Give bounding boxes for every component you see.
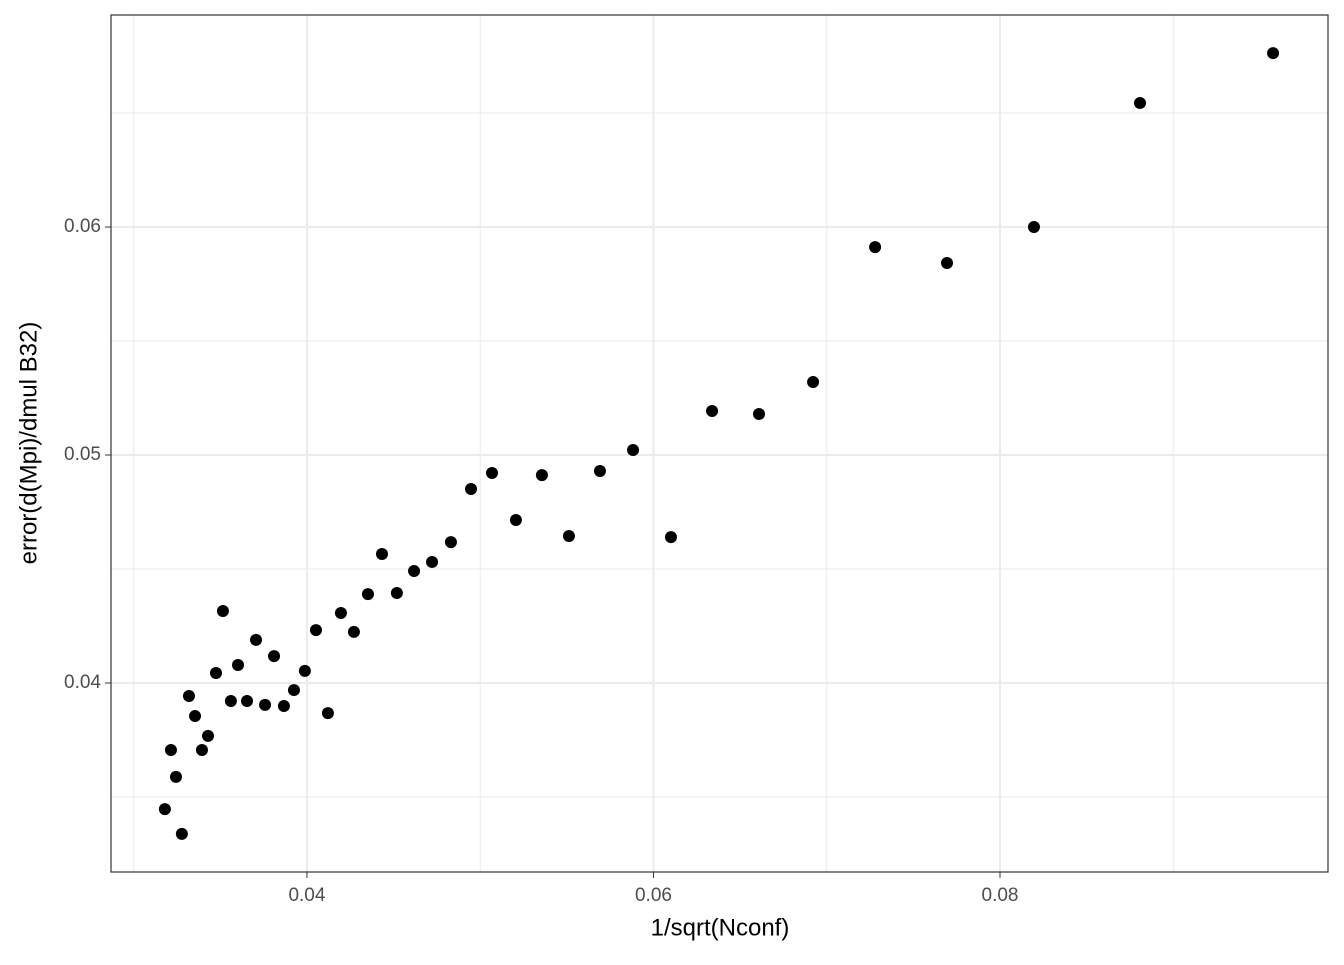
x-tick-label: 0.06 [635,885,672,906]
x-axis-title: 1/sqrt(Nconf) [651,914,790,941]
point [277,700,290,713]
point [259,698,272,711]
plot-border [110,14,1329,873]
point [627,443,640,456]
point [175,827,188,840]
point [268,650,281,663]
point [309,624,322,637]
point [375,547,388,560]
point [486,467,499,480]
point [535,469,548,482]
point [169,770,182,783]
point [361,588,374,601]
point [182,689,195,702]
y-tick-label: 0.05 [64,444,101,465]
point [706,405,719,418]
point [287,684,300,697]
point [209,666,222,679]
point [347,625,360,638]
point [195,744,208,757]
point [390,586,403,599]
point [216,604,229,617]
point [940,257,953,270]
point [250,633,263,646]
y-axis-title: error(d(Mpi)/dmul B32) [15,322,42,565]
point [509,513,522,526]
point [465,482,478,495]
point [869,241,882,254]
x-tick-label: 0.04 [288,885,325,906]
point [158,803,171,816]
y-tick-label: 0.04 [64,672,101,693]
point [164,744,177,757]
x-tick-label: 0.08 [982,885,1019,906]
point [241,695,254,708]
point [664,531,677,544]
point [298,664,311,677]
point [1134,97,1147,110]
y-tick-label: 0.06 [64,216,101,237]
point [444,536,457,549]
point [1027,221,1040,234]
point [334,607,347,620]
point [753,407,766,420]
point [202,729,215,742]
point [593,464,606,477]
point [408,565,421,578]
point [321,707,334,720]
point [562,529,575,542]
point [189,710,202,723]
point [1267,47,1280,60]
point [232,658,245,671]
point [224,695,237,708]
point [807,376,820,389]
point [426,555,439,568]
